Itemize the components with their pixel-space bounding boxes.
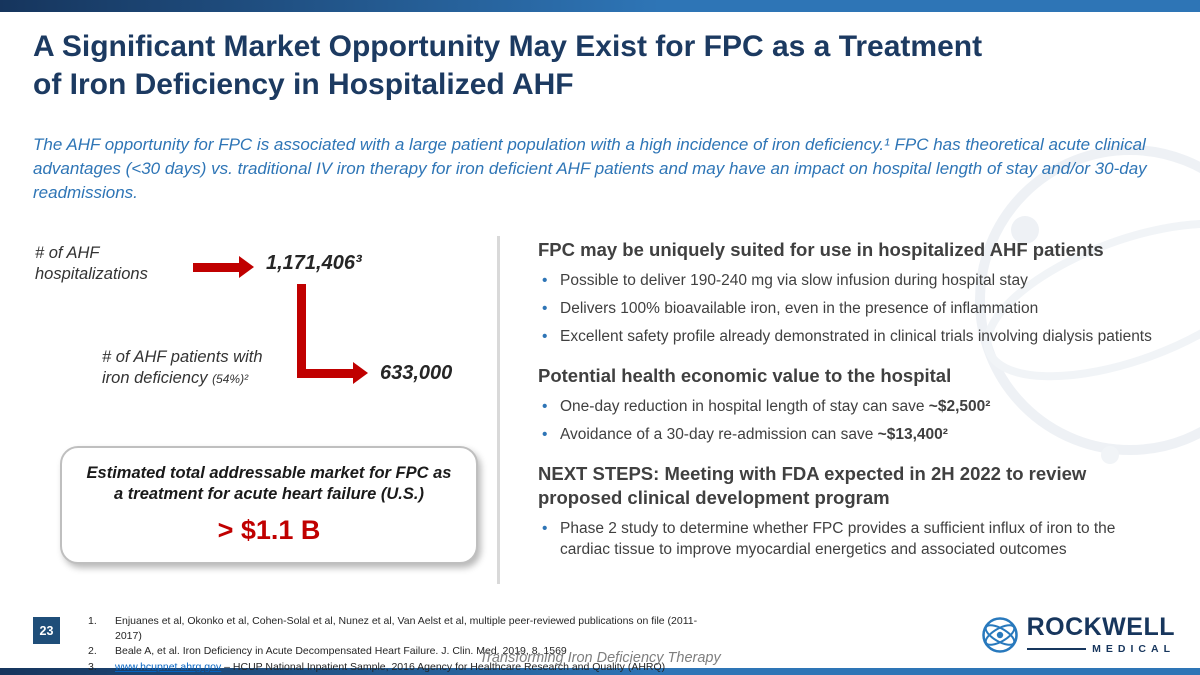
bullet-text: Avoidance of a 30-day re-admission can s…: [560, 425, 878, 443]
section-heading: FPC may be uniquely suited for use in ho…: [538, 239, 1104, 260]
bullet-bold-text: ~$2,500²: [928, 397, 991, 415]
bullet-item: Avoidance of a 30-day re-admission can s…: [538, 425, 1162, 446]
bullet-item: Possible to deliver 190-240 mg via slow …: [538, 271, 1162, 292]
footnote-number: 3.: [88, 660, 97, 673]
down-arrow-segment: [297, 284, 306, 374]
flow-label-line1: # of AHF patients with: [102, 348, 263, 366]
arrow-shaft: [193, 262, 239, 272]
footnote-2: 2. Beale A, et al. Iron Deficiency in Ac…: [88, 644, 708, 659]
footnotes: 1. Enjuanes et al, Okonko et al, Cohen-S…: [88, 614, 708, 675]
arrow-head: [353, 362, 368, 384]
arrow-shaft: [297, 368, 353, 378]
hcupnet-link[interactable]: www.hcupnet.ahrg.gov: [115, 660, 222, 673]
logo-name: ROCKWELL: [1026, 613, 1175, 641]
slide-title: A Significant Market Opportunity May Exi…: [33, 30, 983, 101]
footnote-text: – HCUP National Inpatient Sample, 2016 A…: [221, 660, 666, 673]
elbow-arrow-icon: [297, 362, 368, 384]
section-heading: Potential health economic value to the h…: [538, 364, 952, 386]
footnote-text: Beale A, et al. Iron Deficiency in Acute…: [115, 645, 567, 658]
page-number: 23: [33, 617, 60, 644]
footnote-1: 1. Enjuanes et al, Okonko et al, Cohen-S…: [88, 614, 708, 644]
bullet-text: Delivers 100% bioavailable iron, even in…: [560, 299, 1039, 317]
flow-value-iron-deficiency: 633,000: [380, 362, 453, 384]
market-size-callout-box: Estimated total addressable market for F…: [60, 446, 478, 564]
slide-tagline: Transforming Iron Deficiency Therapy: [479, 650, 721, 666]
slide-subtitle: The AHF opportunity for FPC is associate…: [33, 135, 1147, 202]
logo-subtitle-row: MEDICAL: [1026, 643, 1175, 655]
footnote-3: 3. www.hcupnet.ahrg.gov – HCUP National …: [88, 660, 708, 675]
logo-text: ROCKWELL MEDICAL: [1026, 613, 1175, 655]
logo-subtitle: MEDICAL: [1092, 643, 1175, 655]
footnote-text: Enjuanes et al, Okonko et al, Cohen-Sola…: [115, 615, 698, 643]
section-fpc-suitability: FPC may be uniquely suited for use in ho…: [538, 238, 1162, 348]
right-content-column: FPC may be uniquely suited for use in ho…: [538, 238, 1162, 577]
top-accent-bar: [0, 0, 1200, 12]
right-arrow-icon: [193, 256, 254, 278]
bottom-accent-bar: [0, 668, 1200, 675]
flow-label-percentage: (54%)²: [212, 372, 249, 387]
flow-value-hospitalizations: 1,171,406³: [266, 252, 362, 274]
bullet-item: Delivers 100% bioavailable iron, even in…: [538, 299, 1162, 320]
bullet-bold-text: ~$13,400²: [877, 425, 948, 443]
bullet-item: Phase 2 study to determine whether FPC p…: [538, 519, 1162, 561]
footnote-number: 1.: [88, 615, 97, 627]
logo-rule: [1026, 648, 1087, 650]
footnote-number: 2.: [88, 645, 97, 658]
arrow-head: [239, 256, 254, 278]
section-health-economic-value: Potential health economic value to the h…: [538, 364, 1162, 446]
market-box-description: Estimated total addressable market for F…: [86, 464, 452, 504]
flow-label-line2: iron deficiency: [102, 369, 213, 388]
market-box-value: > $1.1 B: [217, 514, 321, 545]
bullet-text: Excellent safety profile already demonst…: [560, 327, 1152, 345]
flow-label-iron-deficiency: # of AHF patients with iron deficiency (5…: [102, 347, 298, 390]
logo-globe-icon: [981, 617, 1018, 653]
flow-label-hospitalizations: # of AHF hospitalizations: [35, 244, 148, 284]
bullet-text: One-day reduction in hospital length of …: [560, 397, 929, 415]
bullet-item: One-day reduction in hospital length of …: [538, 397, 1162, 418]
bullet-item: Excellent safety profile already demonst…: [538, 327, 1162, 348]
vertical-divider: [497, 236, 500, 584]
bullet-text: Possible to deliver 190-240 mg via slow …: [560, 272, 1028, 290]
bullet-text: Phase 2 study to determine whether FPC p…: [560, 519, 1116, 558]
rockwell-medical-logo: ROCKWELL MEDICAL: [980, 615, 1175, 655]
section-heading: NEXT STEPS: Meeting with FDA expected in…: [538, 462, 1087, 508]
section-next-steps: NEXT STEPS: Meeting with FDA expected in…: [538, 462, 1162, 561]
